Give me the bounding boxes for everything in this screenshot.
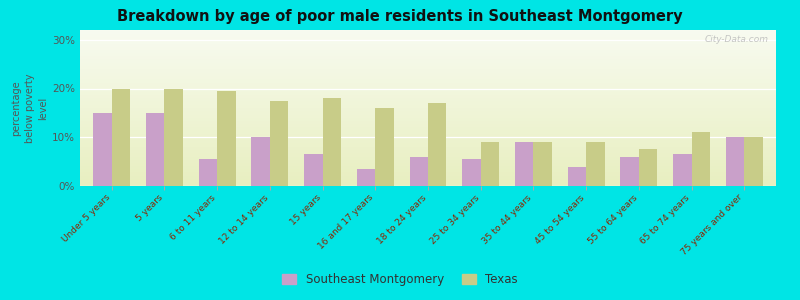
Bar [726, 137, 744, 186]
Bar [304, 154, 322, 186]
Bar [112, 88, 130, 186]
Bar [586, 142, 605, 186]
Bar [375, 108, 394, 186]
Bar [357, 169, 375, 186]
Bar [515, 142, 534, 186]
Y-axis label: percentage
below poverty
level: percentage below poverty level [11, 73, 48, 143]
Bar [93, 113, 112, 186]
Bar [481, 142, 499, 186]
Bar [164, 88, 183, 186]
Bar [462, 159, 481, 186]
Bar [270, 101, 288, 186]
Bar [217, 91, 235, 186]
Text: Breakdown by age of poor male residents in Southeast Montgomery: Breakdown by age of poor male residents … [117, 9, 683, 24]
Bar [410, 157, 428, 186]
Bar [744, 137, 763, 186]
Bar [146, 113, 164, 186]
Bar [322, 98, 341, 186]
Bar [568, 167, 586, 186]
Text: City-Data.com: City-Data.com [705, 35, 769, 44]
Bar [428, 103, 446, 186]
Bar [198, 159, 217, 186]
Bar [621, 157, 639, 186]
Legend: Southeast Montgomery, Texas: Southeast Montgomery, Texas [278, 269, 522, 291]
Bar [673, 154, 692, 186]
Bar [251, 137, 270, 186]
Bar [639, 149, 658, 186]
Bar [534, 142, 552, 186]
Bar [692, 132, 710, 186]
